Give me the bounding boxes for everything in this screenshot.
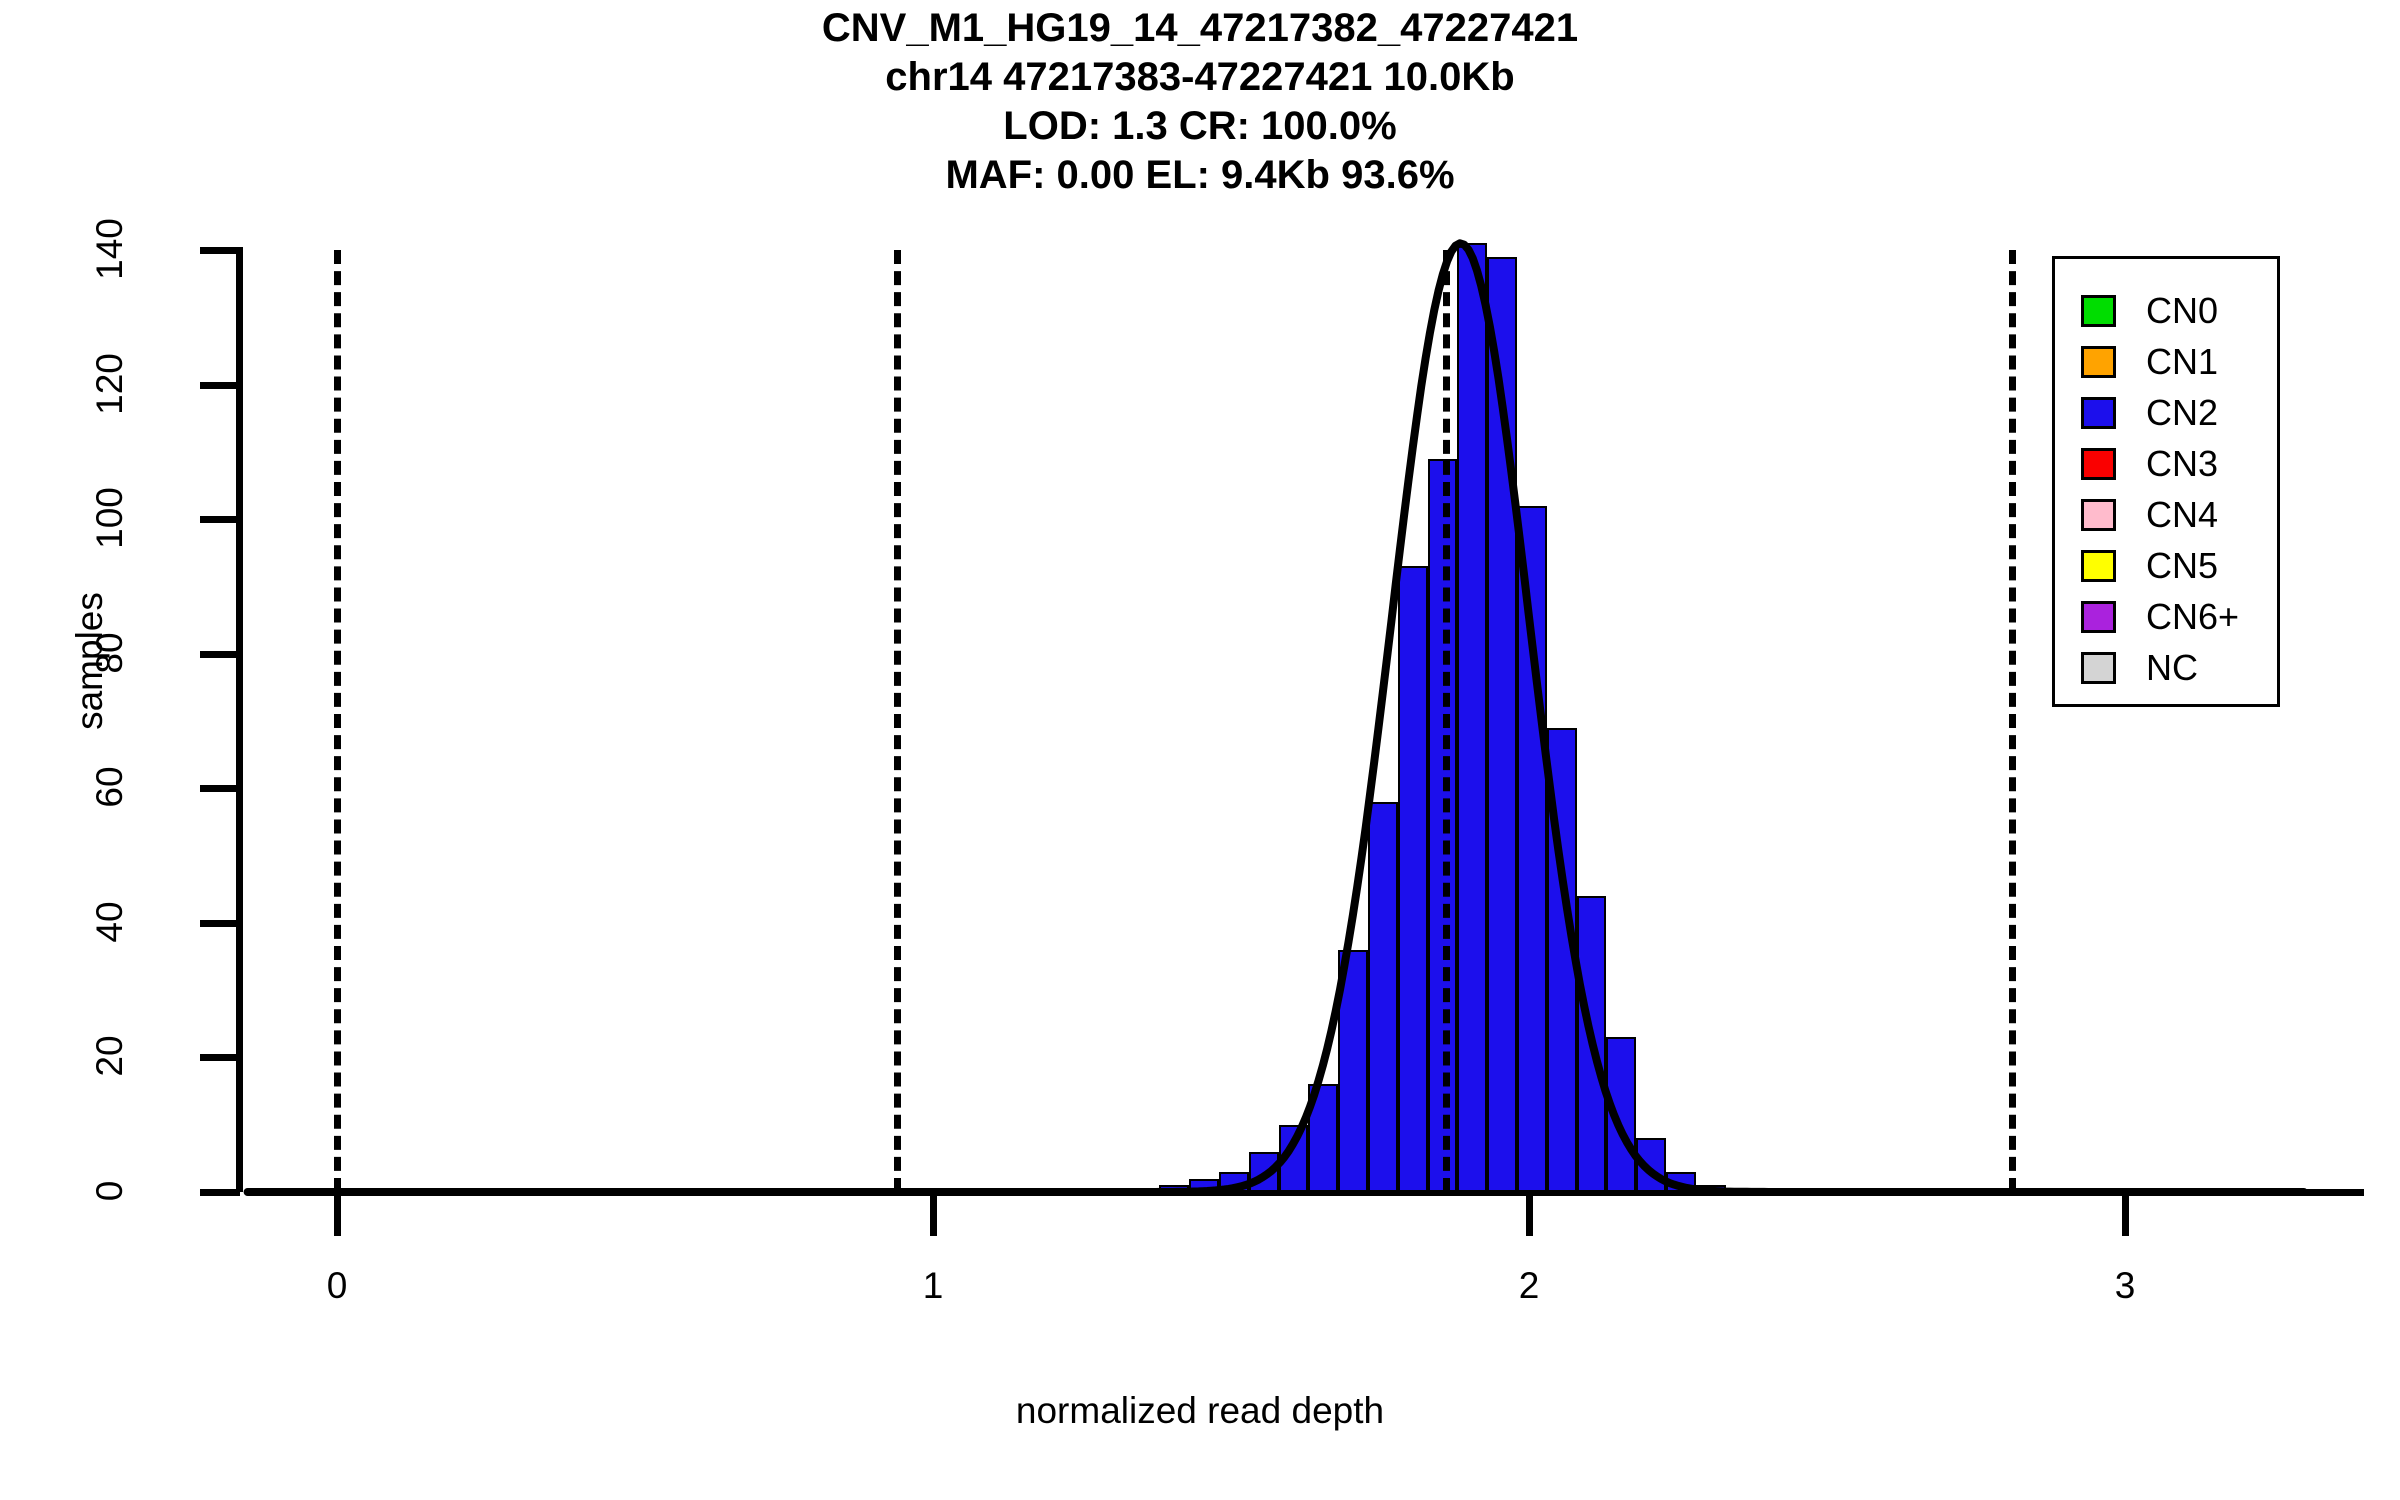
y-tick: [200, 650, 240, 658]
legend-swatch-icon: [2081, 346, 2116, 378]
histogram-bar: [1457, 243, 1488, 1192]
legend-swatch-icon: [2081, 448, 2116, 480]
legend-item-label: NC: [2146, 647, 2198, 688]
legend-item-label: CN4: [2146, 494, 2219, 535]
y-tick: [200, 381, 240, 389]
legend-item-label: CN1: [2146, 341, 2219, 382]
x-tick-label: 3: [2114, 1265, 2136, 1306]
legend-item-label: CN6+: [2146, 596, 2240, 637]
legend-item-label: CN5: [2146, 545, 2219, 586]
y-tick: [200, 919, 240, 927]
histogram-bar: [1368, 801, 1398, 1192]
legend-item[interactable]: CN0: [2081, 293, 2218, 329]
legend-box: CN0 CN1 CN2 CN3 CN4 CN5 CN6+ NC: [2052, 256, 2280, 707]
legend-swatch-icon: [2081, 550, 2116, 582]
x-tick: [2122, 1196, 2129, 1236]
y-tick: [200, 516, 240, 524]
x-axis-label: normalized read depth: [1015, 1390, 1385, 1431]
y-axis-line: [236, 247, 243, 1192]
threshold-line: [894, 250, 902, 1192]
legend-item-label: CN2: [2146, 392, 2219, 433]
x-tick-label: 0: [326, 1265, 348, 1306]
x-tick: [1526, 1196, 1533, 1236]
x-tick: [334, 1196, 341, 1236]
x-tick-label: 2: [1518, 1265, 1540, 1306]
y-tick: [200, 1054, 240, 1062]
legend-item-label: CN0: [2146, 290, 2219, 331]
legend-swatch-icon: [2081, 601, 2116, 633]
threshold-line: [334, 250, 341, 1192]
legend-swatch-icon: [2081, 397, 2116, 429]
legend-item[interactable]: NC: [2081, 650, 2198, 686]
legend-item[interactable]: CN3: [2081, 446, 2218, 482]
legend-swatch-icon: [2081, 499, 2116, 531]
legend-swatch-icon: [2081, 295, 2116, 327]
legend-item[interactable]: CN5: [2081, 548, 2218, 584]
threshold-line: [1442, 250, 1450, 1192]
legend-item[interactable]: CN1: [2081, 344, 2218, 380]
legend-item-label: CN3: [2146, 443, 2219, 484]
legend-item[interactable]: CN2: [2081, 395, 2218, 431]
legend-swatch-icon: [2081, 652, 2116, 684]
legend-item[interactable]: CN6+: [2081, 599, 2239, 635]
x-axis-line: [268, 1189, 2364, 1196]
threshold-line: [2008, 250, 2016, 1192]
x-tick-label: 1: [922, 1265, 944, 1306]
y-tick: [200, 785, 240, 793]
legend-item[interactable]: CN4: [2081, 497, 2218, 533]
x-tick: [930, 1196, 937, 1236]
y-tick: [200, 247, 240, 254]
y-tick: [200, 1189, 240, 1196]
histogram-bar: [1397, 566, 1428, 1192]
